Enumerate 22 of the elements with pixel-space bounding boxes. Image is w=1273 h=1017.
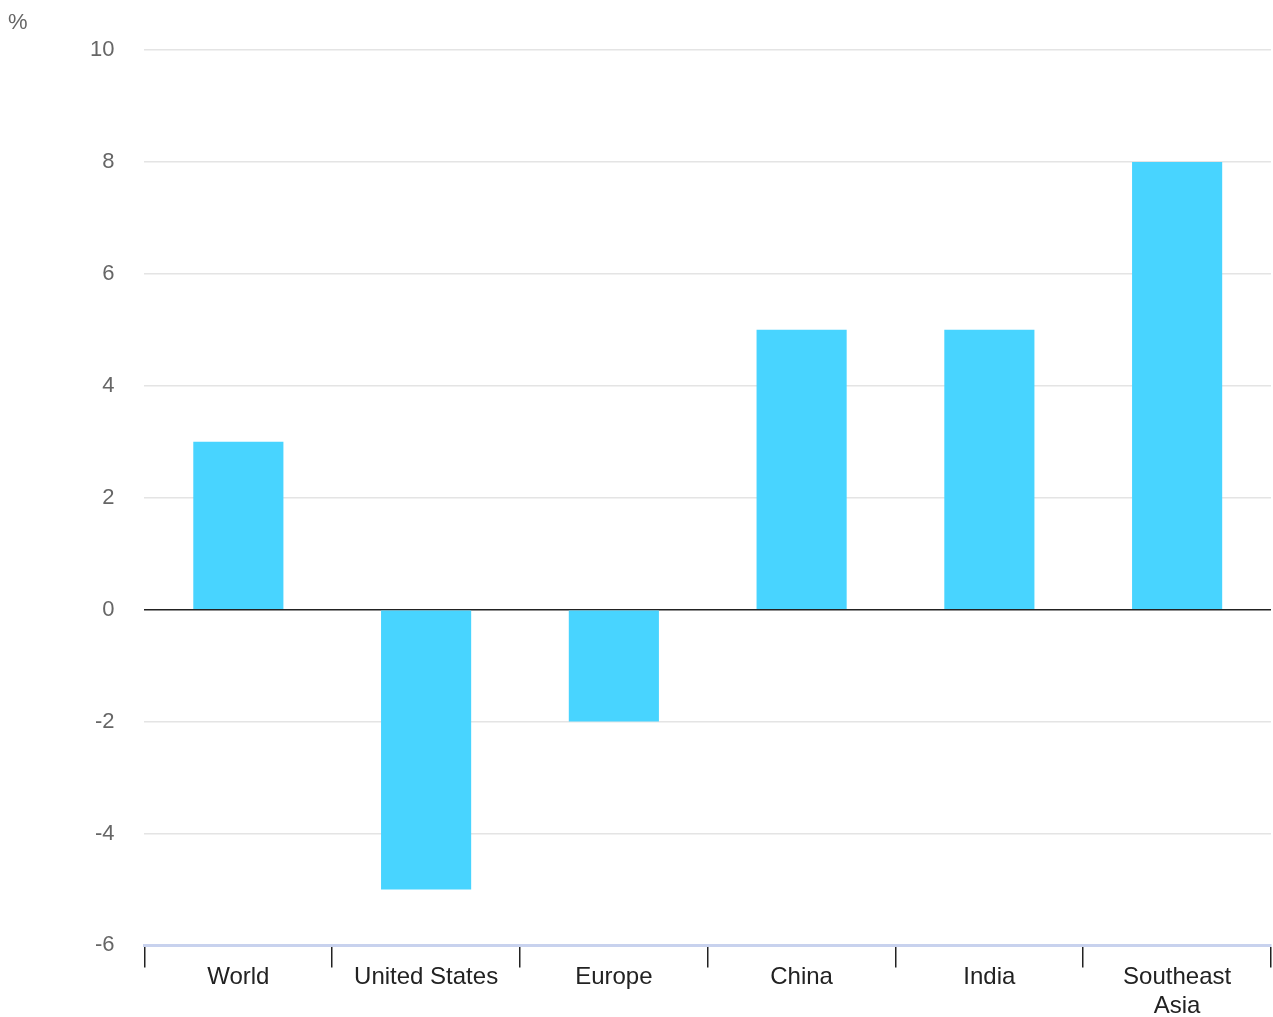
bar	[568, 610, 659, 722]
y-tick-label: -2	[94, 707, 115, 733]
y-tick-label: 6	[102, 259, 115, 285]
x-tick-label: World	[207, 962, 270, 990]
x-tick-label: India	[963, 962, 1017, 990]
bar	[1132, 161, 1223, 609]
bar	[381, 610, 472, 890]
y-tick-label: 8	[102, 147, 115, 173]
x-tick-label: China	[770, 962, 834, 990]
y-tick-label: -6	[94, 931, 115, 957]
y-tick-label: 4	[102, 371, 115, 397]
bar	[944, 329, 1035, 609]
y-tick-label: 0	[102, 595, 115, 621]
y-axis-title: %	[8, 9, 28, 35]
x-tick-label: Southeast Asia	[1123, 962, 1232, 1017]
y-tick-label: -4	[94, 819, 115, 845]
y-tick-label: 10	[89, 36, 115, 62]
bar	[193, 441, 284, 609]
y-tick-label: 2	[102, 483, 115, 509]
x-tick-label: United States	[354, 962, 499, 990]
bar	[756, 329, 847, 609]
x-tick-label: Europe	[575, 962, 653, 990]
